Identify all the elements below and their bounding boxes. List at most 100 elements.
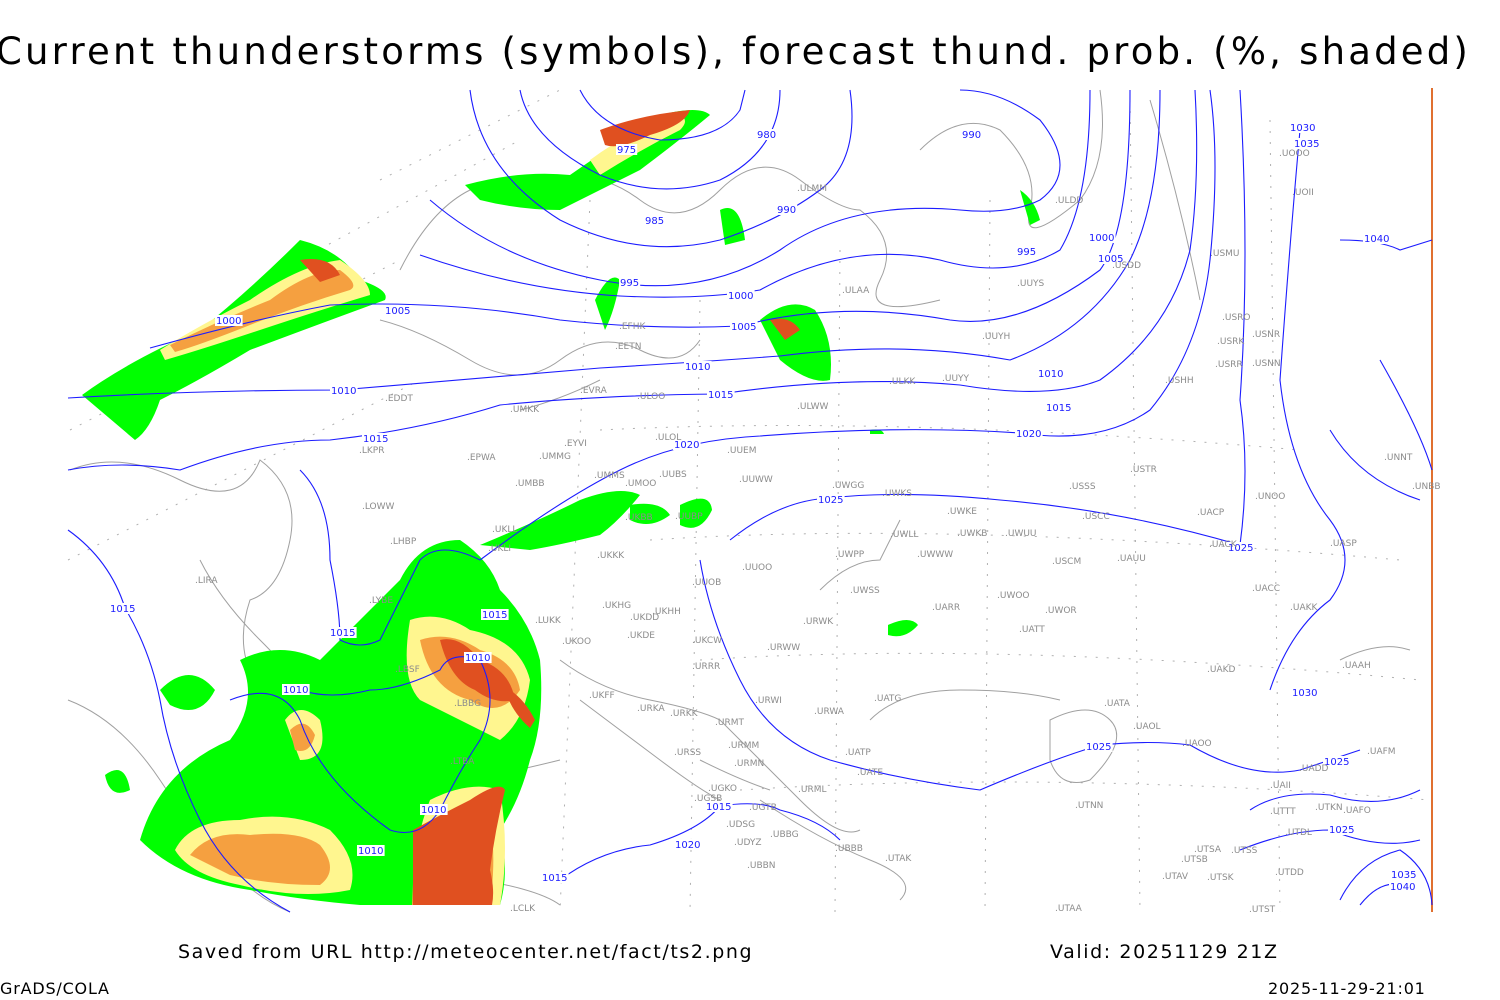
isobar-label: 1025	[1228, 543, 1253, 554]
isobar-label-background	[384, 305, 412, 316]
isobar-label: 1020	[1016, 429, 1041, 440]
isobar-label: 1015	[1046, 403, 1071, 414]
isobar-label: 1010	[465, 653, 490, 664]
isobar-label: 1015	[363, 434, 388, 445]
station-label: .URWK	[803, 617, 834, 627]
station-label: .UTSB	[1181, 855, 1208, 865]
station-label: .URSS	[674, 748, 701, 758]
station-label: .UKOO	[562, 637, 591, 647]
station-label: .URWW	[767, 643, 800, 653]
isobar-label: 1010	[1038, 369, 1063, 380]
station-label: .UATA	[1104, 699, 1131, 709]
station-label: .UKHG	[602, 601, 631, 611]
station-label: .UMBB	[515, 479, 545, 489]
isobar-label-background	[362, 433, 390, 444]
isobar-label: 1025	[1329, 825, 1354, 836]
isobar-label: 1035	[1391, 870, 1416, 881]
station-label: .UGSB	[694, 794, 722, 804]
isobar-label-background	[215, 315, 243, 326]
station-label: .UTSS	[1231, 846, 1258, 856]
station-label: .UUEM	[727, 446, 757, 456]
isobar-label-background	[705, 801, 733, 812]
station-label: .UNNT	[1384, 453, 1413, 463]
station-label: .USRO	[1222, 313, 1251, 323]
station-label: .UAKK	[1290, 603, 1319, 613]
isobar-label: 975	[617, 145, 636, 156]
source-url-text: Saved from URL http://meteocenter.net/fa…	[178, 941, 754, 963]
station-label: .LCLK	[510, 904, 536, 914]
isobar-label: 1035	[1294, 139, 1319, 150]
isobar-label-background	[1363, 233, 1391, 244]
station-label: .UKHH	[652, 607, 681, 617]
isobar-label: 1030	[1292, 688, 1317, 699]
station-label: .USCM	[1052, 557, 1081, 567]
station-label: .ULDD	[1055, 196, 1083, 206]
isobar-label: 985	[645, 216, 664, 227]
isobar-label-background	[464, 652, 492, 663]
isobar-label: 1000	[216, 316, 241, 327]
station-label: .UUBS	[659, 470, 687, 480]
isobar-label: 1005	[1098, 254, 1123, 265]
isobar-label: 995	[1017, 247, 1036, 258]
isobar-label: 995	[620, 278, 639, 289]
station-label: .UOOO	[1279, 149, 1310, 159]
station-label: .USMU	[1210, 249, 1240, 259]
isobar-label-background	[282, 684, 310, 695]
station-label: .URWA	[814, 707, 845, 717]
station-label: .UTAA	[1055, 904, 1083, 914]
station-label: .UAII	[1270, 781, 1291, 791]
isobar-label: 1025	[1086, 742, 1111, 753]
chart-title: Current thunderstorms (symbols), forecas…	[0, 30, 1472, 73]
isobar-label-background	[730, 321, 758, 332]
isobar-label-background	[619, 277, 641, 288]
station-label: .UTKN	[1315, 803, 1343, 813]
isobar-label-background	[1037, 368, 1065, 379]
station-label: .UDSG	[726, 820, 755, 830]
station-label: .UATE	[857, 768, 883, 778]
station-label: .UATG	[874, 694, 901, 704]
station-label: .UNBB	[1412, 482, 1441, 492]
isobar-labels: 980 975 985 990 990 995 995 1000 1000 1000 1005 100…	[109, 122, 1418, 893]
station-label: .USCC	[1082, 512, 1110, 522]
isobar-label-background	[1323, 756, 1351, 767]
isobar-label-background	[1293, 138, 1321, 149]
station-label: .UKLL	[492, 525, 517, 535]
station-label: .UWPP	[835, 550, 865, 560]
station-label: .LYBE	[369, 596, 393, 606]
isobar-label-background	[541, 872, 569, 883]
station-label: .UTDL	[1285, 828, 1312, 838]
isobar-label: 1005	[385, 306, 410, 317]
station-label: .UKKK	[597, 551, 625, 561]
isobar-label-background	[1390, 869, 1418, 880]
station-label: .UWGG	[832, 481, 864, 491]
station-label: .UATT	[1019, 625, 1045, 635]
station-label: .ULOO	[637, 392, 665, 402]
station-label: .UWOO	[997, 591, 1030, 601]
isobar-label: 1020	[675, 840, 700, 851]
isobar-label-background	[817, 494, 845, 505]
station-label: .UACP	[1197, 508, 1225, 518]
station-label: .LTBA	[450, 757, 475, 767]
station-label: .URRR	[692, 662, 720, 672]
station-label: .UKBB	[625, 513, 653, 523]
isobar-label-background	[707, 389, 735, 400]
station-label: .UGKO	[708, 784, 737, 794]
station-label: .EPWA	[467, 453, 496, 463]
isobar-label-background	[330, 385, 358, 396]
station-label: .UAAH	[1342, 661, 1371, 671]
station-label: .UWUU	[1005, 529, 1037, 539]
station-label: .UUOB	[692, 578, 721, 588]
station-label: .UAOO	[1182, 739, 1212, 749]
station-labels: .ULMM .ULDD .USDD .USMU .USRO .USRK .USNR .USRR…	[195, 149, 1441, 915]
lat-lon-grid	[67, 89, 1431, 913]
isobar-label-background	[727, 290, 755, 301]
station-label: .UMOO	[625, 479, 656, 489]
isobar-label-background	[1097, 253, 1125, 264]
isobar-label: 1010	[685, 362, 710, 373]
station-label: .UUYY	[942, 374, 970, 384]
isobar-label-background	[684, 361, 712, 372]
generated-timestamp: 2025-11-29-21:01	[1268, 979, 1426, 998]
station-label: .UBBN	[747, 861, 776, 871]
station-label: .EDDT	[385, 394, 413, 404]
